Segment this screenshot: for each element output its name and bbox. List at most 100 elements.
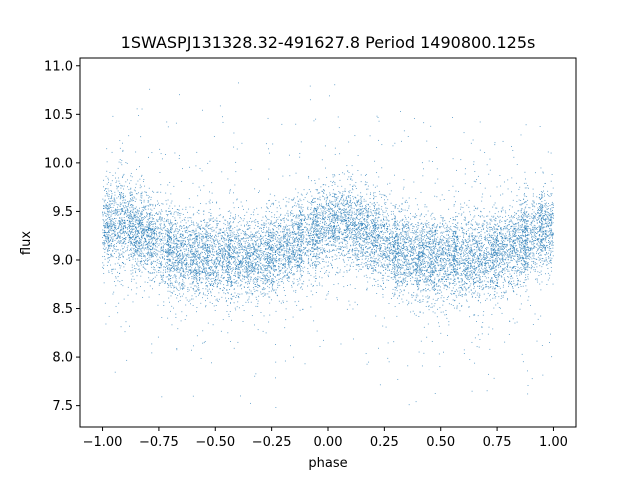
- data-point: [386, 223, 387, 225]
- data-point: [415, 234, 417, 236]
- data-point: [550, 221, 552, 223]
- data-point: [344, 210, 346, 212]
- data-point: [413, 181, 415, 183]
- data-point: [167, 317, 169, 319]
- data-point: [406, 238, 408, 240]
- data-point: [390, 190, 392, 192]
- data-point: [366, 193, 368, 195]
- data-point: [442, 254, 444, 256]
- data-point: [238, 307, 240, 309]
- data-point: [407, 222, 409, 224]
- data-point: [236, 257, 238, 259]
- data-point: [472, 255, 474, 257]
- data-point: [131, 228, 132, 230]
- data-point: [452, 287, 454, 289]
- data-point: [513, 227, 515, 229]
- data-point: [402, 261, 404, 263]
- data-point: [230, 254, 232, 256]
- data-point: [507, 270, 509, 272]
- data-point: [107, 218, 109, 220]
- data-point: [523, 211, 525, 213]
- data-point: [461, 223, 462, 225]
- data-point: [284, 264, 286, 265]
- data-point: [347, 242, 349, 244]
- data-point: [172, 247, 174, 249]
- data-point: [412, 258, 414, 260]
- data-point: [372, 244, 373, 246]
- data-point: [171, 253, 173, 255]
- data-point: [361, 247, 363, 249]
- data-point: [366, 210, 368, 212]
- data-point: [309, 85, 311, 87]
- data-point: [223, 256, 225, 258]
- data-point: [448, 263, 450, 265]
- data-point: [134, 224, 136, 225]
- data-point: [292, 199, 294, 201]
- data-point: [420, 238, 422, 240]
- data-point: [237, 222, 239, 224]
- data-point: [541, 220, 543, 222]
- data-point: [513, 267, 515, 269]
- data-point: [199, 236, 201, 238]
- data-point: [509, 205, 511, 207]
- data-point: [419, 266, 421, 268]
- data-point: [257, 213, 259, 215]
- data-point: [474, 255, 475, 257]
- data-point: [370, 226, 372, 228]
- data-point: [347, 259, 349, 261]
- data-point: [253, 227, 255, 229]
- data-point: [419, 276, 421, 278]
- data-point: [167, 228, 169, 230]
- data-point: [545, 257, 547, 259]
- data-point: [388, 264, 390, 266]
- data-point: [369, 233, 371, 234]
- data-point: [526, 243, 528, 245]
- data-point: [117, 312, 119, 314]
- data-point: [191, 276, 193, 278]
- data-point: [495, 259, 497, 261]
- data-point: [518, 210, 520, 212]
- data-point: [336, 225, 338, 227]
- data-point: [244, 246, 246, 248]
- data-point: [145, 209, 147, 211]
- data-point: [520, 295, 521, 297]
- data-point: [132, 205, 134, 207]
- data-point: [382, 266, 384, 268]
- data-point: [461, 228, 462, 230]
- data-point: [520, 258, 522, 260]
- data-point: [177, 243, 179, 245]
- data-point: [162, 239, 164, 241]
- data-point: [454, 248, 456, 250]
- data-point: [513, 280, 515, 282]
- data-point: [145, 246, 147, 248]
- data-point: [484, 275, 486, 277]
- data-point: [379, 384, 381, 386]
- data-point: [477, 300, 479, 302]
- data-point: [343, 209, 345, 211]
- data-point: [137, 249, 139, 251]
- data-point: [104, 212, 106, 214]
- data-point: [358, 251, 360, 253]
- data-point: [223, 284, 225, 286]
- data-point: [314, 226, 316, 228]
- data-point: [544, 249, 546, 250]
- data-point: [522, 202, 524, 204]
- data-point: [266, 267, 268, 269]
- data-point: [326, 197, 328, 199]
- data-point: [492, 286, 494, 288]
- data-point: [248, 296, 250, 298]
- data-point: [245, 266, 247, 268]
- data-point: [243, 275, 245, 277]
- data-point: [154, 267, 156, 269]
- data-point: [197, 269, 199, 271]
- data-point: [213, 283, 215, 285]
- data-point: [160, 249, 162, 251]
- data-point: [357, 201, 359, 203]
- data-point: [454, 285, 456, 286]
- data-point: [545, 231, 547, 233]
- data-point: [219, 246, 221, 247]
- data-point: [203, 266, 205, 268]
- data-point: [344, 190, 346, 192]
- data-point: [250, 261, 252, 263]
- data-point: [107, 188, 109, 190]
